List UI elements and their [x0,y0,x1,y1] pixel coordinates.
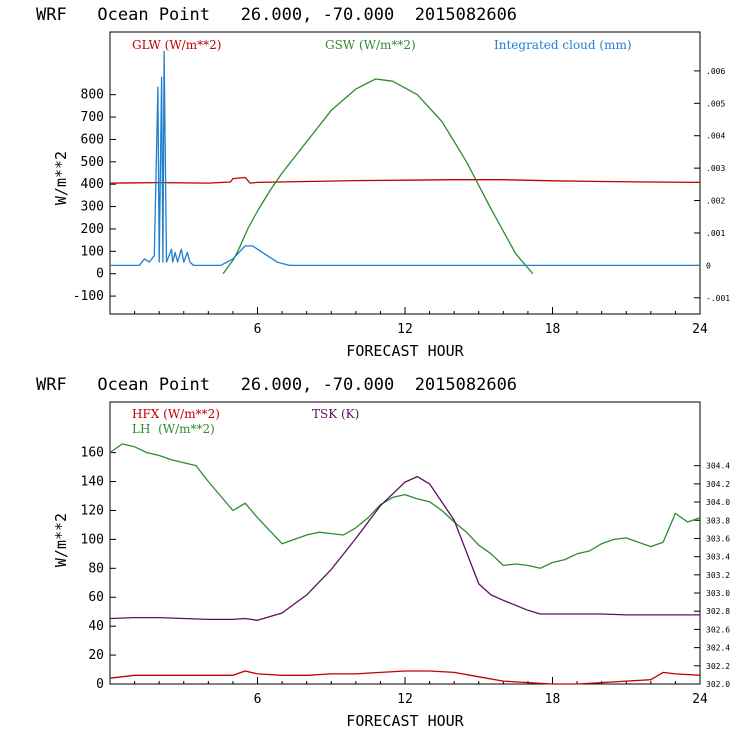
series-line-integrated [110,50,700,267]
y-tick-label: 100 [81,532,104,547]
top-chart: WRF Ocean Point 26.000, -70.000 20150826… [36,5,730,360]
y-tick-label: 500 [81,155,104,170]
top-x-axis-label: FORECAST HOUR [346,342,464,360]
y-tick-label: 60 [88,590,104,605]
y2-tick-label: .006 [706,67,725,76]
y2-tick-label: 302.2 [706,662,730,671]
top-legend-cloud: Integrated cloud (mm) [494,38,632,52]
bottom-legend-lh: LH (W/m**2) [132,422,215,436]
y2-tick-label: .005 [706,99,725,108]
bottom-legend-tsk: TSK (K) [312,407,359,421]
top-plot-frame [109,31,701,315]
bottom-chart: WRF Ocean Point 26.000, -70.000 20150826… [36,375,730,730]
bottom-x-axis-label: FORECAST HOUR [346,712,464,730]
x-tick-label: 6 [254,692,262,707]
bottom-chart-title: WRF Ocean Point 26.000, -70.000 20150826… [36,375,517,395]
top-x-ticks: 6 12 18 24 [134,307,708,337]
y-tick-label: -100 [73,289,104,304]
series-line-lh [109,443,701,569]
series-line-tsk [109,475,700,621]
y2-tick-label: 303.0 [706,589,730,598]
y-tick-label: 140 [81,475,104,490]
y2-tick-label: 303.6 [706,534,730,543]
y-tick-label: 0 [96,677,104,692]
x-tick-label: 18 [545,322,561,337]
y-tick-label: 600 [81,132,104,147]
top-legend-glw: GLW (W/m**2) [132,38,221,52]
y2-tick-label: 302.8 [706,607,730,616]
y2-tick-label: 303.2 [706,571,730,580]
y2-tick-label: 302.0 [706,680,730,689]
bottom-y-ticks: 0 20 40 60 80 100 120 140 160 [81,446,116,692]
series-line-gsw [222,78,534,275]
x-tick-label: 12 [397,692,413,707]
y2-tick-label: -.001 [706,294,730,303]
y-tick-label: 200 [81,222,104,237]
bottom-plot-frame [109,401,701,685]
y-tick-label: 120 [81,503,104,518]
top-y-ticks: -100 0 100 200 300 400 500 600 700 800 [73,88,116,304]
y2-tick-label: .004 [706,132,725,141]
y2-tick-label: 303.4 [706,553,730,562]
y2-tick-label: .001 [706,229,725,238]
x-tick-label: 24 [692,692,708,707]
y-tick-label: 20 [88,648,104,663]
y-tick-label: 40 [88,619,104,634]
x-tick-label: 12 [397,322,413,337]
y-tick-label: 80 [88,561,104,576]
top-y2-ticks: -.001 0 .001 .002 .003 .004 .005 .006 [694,67,730,303]
bottom-legend-hfx: HFX (W/m**2) [132,407,220,421]
y2-tick-label: 304.2 [706,480,730,489]
y2-tick-label: 302.6 [706,625,730,634]
y-tick-label: 700 [81,110,104,125]
x-tick-label: 24 [692,322,708,337]
y-tick-label: 0 [96,267,104,282]
y-tick-label: 800 [81,88,104,103]
bottom-y2-ticks: 302.0 302.2 302.4 302.6 302.8 303.0 303.2 303.4… [694,462,730,689]
y2-tick-label: 0 [706,261,711,270]
y-tick-label: 300 [81,200,104,215]
y-tick-label: 400 [81,177,104,192]
top-legend-gsw: GSW (W/m**2) [325,38,416,52]
top-chart-title: WRF Ocean Point 26.000, -70.000 20150826… [36,5,517,25]
y2-tick-label: .003 [706,164,725,173]
y2-tick-label: 303.8 [706,516,730,525]
top-y-axis-label: W/m**2 [52,151,70,205]
y-tick-label: 100 [81,244,104,259]
y2-tick-label: 302.4 [706,644,730,653]
top-series-group [109,50,701,275]
y2-tick-label: .002 [706,197,725,206]
series-line-hfx [109,670,701,685]
bottom-y-axis-label: W/m**2 [52,513,70,567]
x-tick-label: 18 [545,692,561,707]
y2-tick-label: 304.0 [706,498,730,507]
x-tick-label: 6 [254,322,262,337]
series-line-glw [109,176,701,184]
y-tick-label: 160 [81,446,104,461]
bottom-series-group [109,443,701,685]
y2-tick-label: 304.4 [706,462,730,471]
